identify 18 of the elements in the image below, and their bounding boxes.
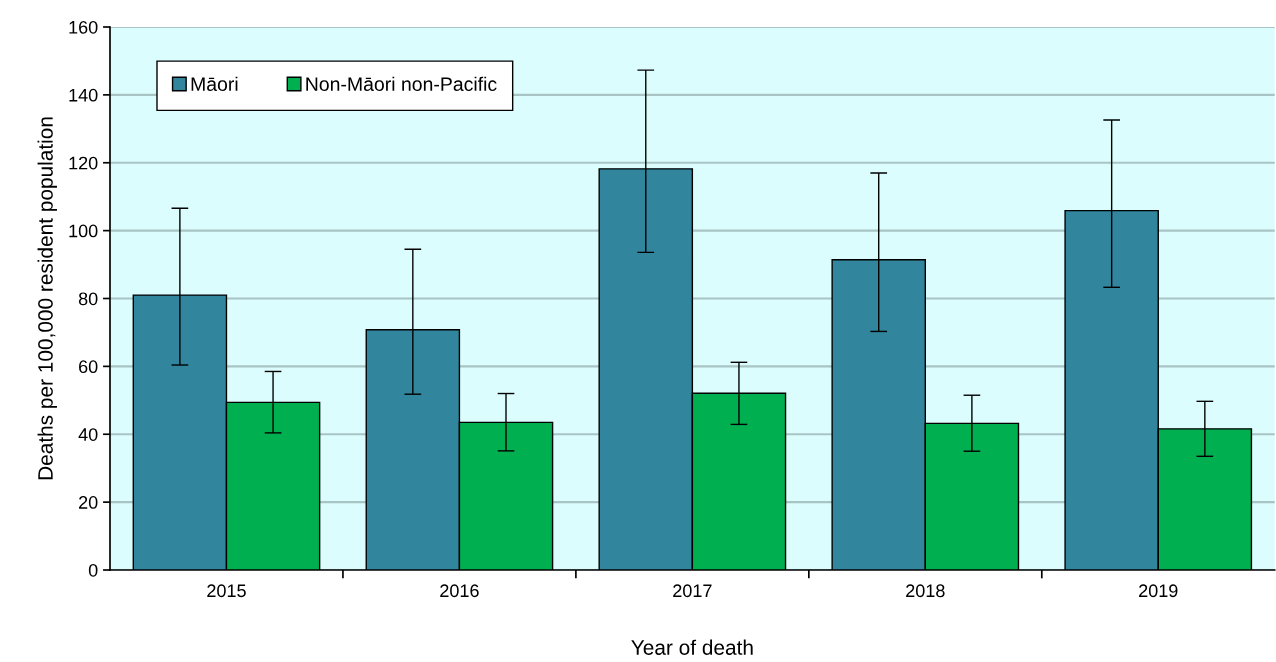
x-axis-title: Year of death: [631, 639, 753, 655]
y-tick-label: 140: [69, 88, 98, 102]
y-tick-label: 120: [69, 156, 98, 170]
x-tick-label: 2016: [440, 584, 479, 598]
y-tick-label: 80: [78, 292, 98, 306]
y-axis-title: Deaths per 100,000 resident population: [37, 117, 57, 480]
x-tick-label: 2018: [906, 584, 945, 598]
legend-label: Māori: [191, 76, 238, 91]
y-tick-label: 160: [69, 20, 98, 34]
y-tick-label: 0: [88, 563, 98, 577]
y-tick-label: 40: [78, 428, 98, 441]
y-tick-label: 20: [79, 496, 98, 509]
x-tick-label: 2017: [673, 584, 712, 598]
y-tick-label: 100: [69, 224, 98, 238]
legend-label: Non-Māori non-Pacific: [306, 76, 497, 91]
y-tick-label: 60: [79, 360, 98, 374]
x-tick-label: 2015: [207, 584, 246, 598]
x-tick-label: 2019: [1139, 584, 1178, 598]
